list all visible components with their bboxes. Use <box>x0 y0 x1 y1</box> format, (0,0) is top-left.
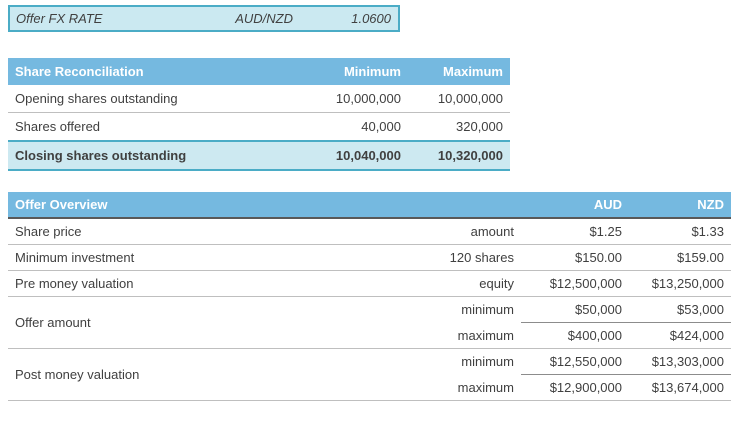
table-row: Pre money valuation equity $12,500,000 $… <box>8 270 731 297</box>
nzd-value: $424,000 <box>629 322 731 349</box>
table-row: Shares offered 40,000 320,000 <box>8 113 510 142</box>
nzd-value: $53,000 <box>629 296 731 323</box>
fx-rate-box: Offer FX RATE AUD/NZD 1.0600 <box>8 5 400 32</box>
offer-overview-title: Offer Overview <box>8 192 521 219</box>
maximum-value: 320,000 <box>456 119 503 134</box>
total-minimum-value: 10,040,000 <box>298 140 408 171</box>
share-reconciliation-header-row: Share Reconciliation Minimum Maximum <box>8 58 510 85</box>
row-sub-label: maximum <box>376 374 521 401</box>
row-sub-label: maximum <box>376 322 521 349</box>
table-row: Post money valuation minimum $12,550,000… <box>8 348 731 401</box>
row-label: Share price <box>8 218 376 245</box>
aud-value: $400,000 <box>521 322 629 349</box>
aud-value: $12,500,000 <box>521 270 629 297</box>
row-label: Minimum investment <box>8 244 376 271</box>
group-row-label: Post money valuation <box>8 348 376 401</box>
row-sub-label: equity <box>376 270 521 297</box>
total-row: Closing shares outstanding 10,040,000 10… <box>8 140 510 171</box>
row-sub-label: amount <box>376 218 521 245</box>
fx-currency-pair: AUD/NZD <box>235 11 293 26</box>
offer-overview-table: Offer Overview AUD NZD Share price amoun… <box>8 192 731 401</box>
row-label: Opening shares outstanding <box>8 85 298 113</box>
aud-value: $150.00 <box>521 244 629 271</box>
fx-rate-value: 1.0600 <box>351 11 391 26</box>
maximum-value: 10,000,000 <box>408 85 510 113</box>
table-row: Offer amount minimum $50,000 $53,000 <box>8 296 731 349</box>
minimum-value: 10,000,000 <box>298 85 408 113</box>
aud-value: $50,000 <box>521 296 629 323</box>
share-reconciliation-title: Share Reconciliation <box>8 58 298 85</box>
row-sub-label: 120 shares <box>376 244 521 271</box>
total-maximum-value: 10,320,000 <box>408 140 510 171</box>
column-header-nzd: NZD <box>629 192 731 219</box>
offer-overview-header-row: Offer Overview AUD NZD <box>8 192 731 219</box>
table-row: Minimum investment 120 shares $150.00 $1… <box>8 244 731 271</box>
total-label: Closing shares outstanding <box>8 140 298 171</box>
group-row-label: Offer amount <box>8 296 376 349</box>
column-header-minimum: Minimum <box>298 58 408 85</box>
aud-value: $12,550,000 <box>521 348 629 375</box>
row-label: Pre money valuation <box>8 270 376 297</box>
aud-value: $1.25 <box>521 218 629 245</box>
nzd-value: $13,250,000 <box>629 270 731 297</box>
table-row: maximum $12,900,000 $13,674,000 <box>8 374 731 401</box>
nzd-value: $13,303,000 <box>629 348 731 375</box>
nzd-value: $1.33 <box>629 218 731 245</box>
table-row: Share price amount $1.25 $1.33 <box>8 218 731 245</box>
aud-value: $12,900,000 <box>521 374 629 401</box>
table-row: maximum $400,000 $424,000 <box>8 322 731 349</box>
minimum-value: 40,000 <box>361 119 401 134</box>
nzd-value: $13,674,000 <box>629 374 731 401</box>
column-header-aud: AUD <box>521 192 629 219</box>
share-reconciliation-table: Share Reconciliation Minimum Maximum Ope… <box>8 58 510 171</box>
row-sub-label: minimum <box>461 302 514 318</box>
fx-rate-label: Offer FX RATE <box>16 11 103 26</box>
row-sub-label: minimum <box>461 354 514 370</box>
nzd-value: $159.00 <box>629 244 731 271</box>
column-header-maximum: Maximum <box>408 58 510 85</box>
row-label: Shares offered <box>15 119 101 134</box>
table-row: Opening shares outstanding 10,000,000 10… <box>8 85 510 113</box>
